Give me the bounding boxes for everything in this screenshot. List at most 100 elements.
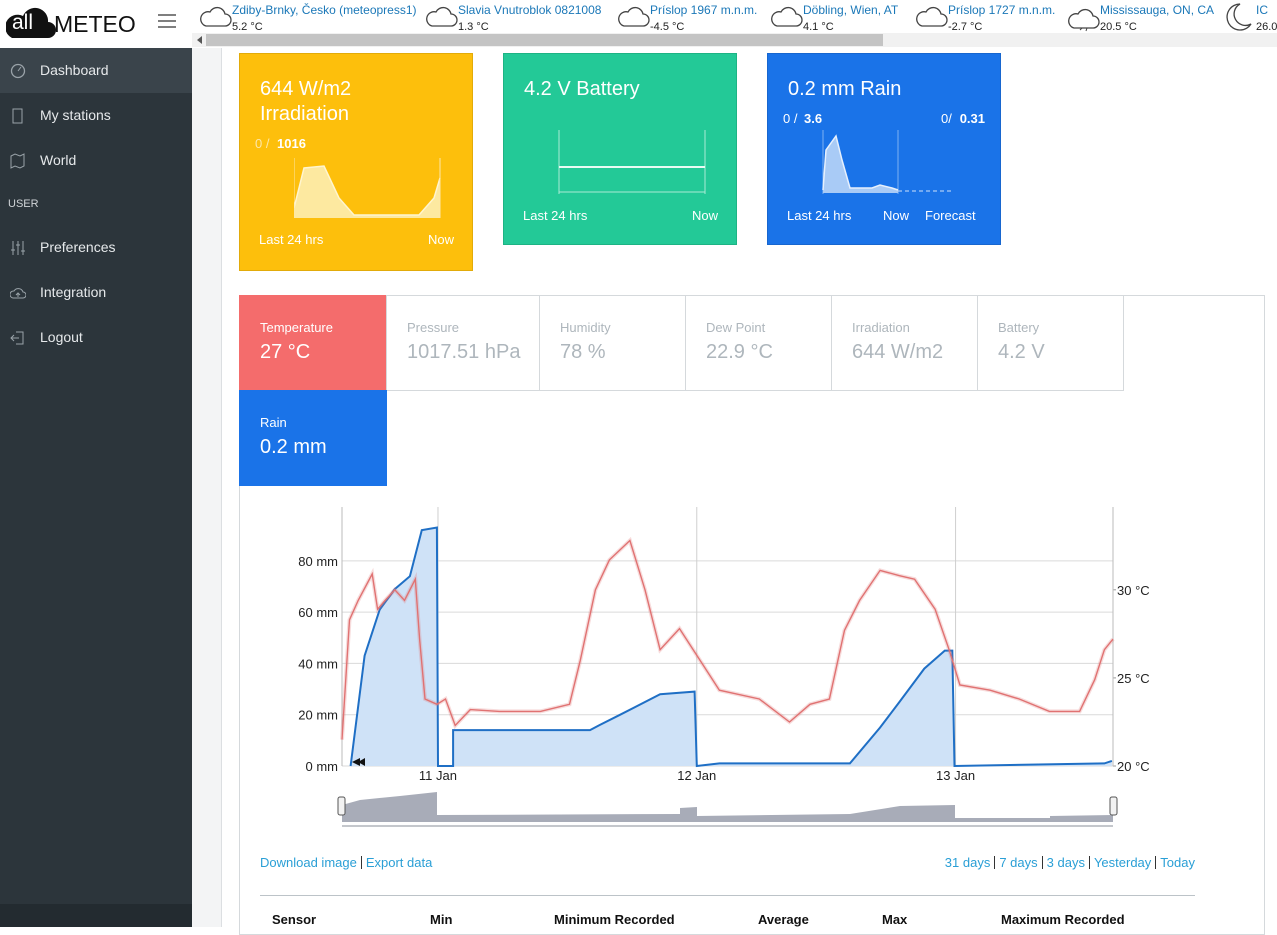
range-min: 0 /: [255, 136, 270, 151]
column-header: Minimum Recorded: [554, 912, 675, 927]
station-icon: [1066, 6, 1100, 32]
gutter: [192, 48, 222, 927]
nav-item[interactable]: My stations: [0, 93, 192, 138]
station-name[interactable]: Príslop 1727 m.n.m.: [948, 3, 1056, 17]
y-tick-label: 80 mm: [298, 554, 338, 569]
tab-value: 0.2 mm: [260, 436, 327, 458]
sparkline: [294, 158, 441, 218]
forecast-max: 0.31: [959, 111, 985, 126]
line: [341, 539, 1114, 740]
tab-value: 78 %: [560, 341, 606, 363]
tab[interactable]: Irradiation 644 W/m2: [831, 295, 978, 391]
nav-label: Preferences: [40, 239, 116, 255]
nav-item[interactable]: Logout: [0, 315, 192, 360]
tab-label: Battery: [998, 320, 1040, 335]
tab[interactable]: Humidity 78 %: [539, 295, 686, 391]
station-temp: -2.7 °C: [948, 21, 983, 33]
tab-value: 27 °C: [260, 341, 311, 363]
icon: [10, 63, 26, 79]
battery-card: 4.2 V Battery Last 24 hrs Now: [503, 53, 737, 245]
y2-tick-label: 20 °C: [1117, 759, 1150, 774]
marker: [352, 758, 365, 766]
y2-tick-label: 25 °C: [1117, 671, 1150, 686]
tab-value: 22.9 °C: [706, 341, 773, 363]
nav-item[interactable]: World: [0, 138, 192, 183]
tab[interactable]: Rain 0.2 mm: [239, 390, 387, 486]
divider: [260, 895, 1195, 896]
icon: [10, 153, 25, 169]
station-temp: -4.5 °C: [650, 21, 685, 33]
tab-value: 4.2 V: [998, 341, 1045, 363]
column-header: Max: [882, 912, 908, 927]
line: [349, 526, 1113, 768]
tab[interactable]: Battery 4.2 V: [977, 295, 1124, 391]
y-tick-label: 40 mm: [298, 656, 338, 671]
navigator-area: [342, 792, 1113, 822]
navigator-handle[interactable]: [1109, 796, 1118, 816]
card-end: Now: [427, 232, 454, 247]
link[interactable]: Download image: [260, 855, 357, 870]
nav-label: My stations: [40, 107, 111, 123]
link[interactable]: 31 days: [944, 855, 991, 870]
icon: [11, 241, 25, 255]
link[interactable]: Yesterday: [1093, 855, 1152, 870]
column-header: Average: [758, 912, 809, 927]
station-temp: 1.3 °C: [458, 21, 489, 33]
station-temp: 26.0: [1256, 21, 1277, 33]
nav-item[interactable]: Integration: [0, 270, 192, 315]
card-title: 0.2 mm Rain: [788, 78, 902, 100]
card-subtitle: Irradiation: [260, 103, 349, 125]
separator: [994, 856, 996, 869]
sparkline: [822, 130, 952, 194]
nav-item[interactable]: Preferences: [0, 225, 192, 270]
card-title: 4.2 V Battery: [524, 78, 640, 100]
column-header: Min: [430, 912, 453, 927]
rain-card: 0.2 mm Rain 0 / 3.6 0/ 0.31 Last 24 hrs …: [767, 53, 1001, 245]
card-now: Now: [883, 208, 910, 223]
tab[interactable]: Temperature 27 °C: [239, 295, 387, 391]
station-name[interactable]: Slavia Vnutroblok 0821008: [458, 3, 602, 17]
station-name[interactable]: Mississauga, ON, CA: [1100, 3, 1215, 17]
card-title: 644 W/m2: [260, 78, 352, 100]
card-start: Last 24 hrs: [259, 232, 324, 247]
nav-item[interactable]: Dashboard: [0, 48, 192, 93]
icon: [10, 331, 24, 345]
range-max: 1016: [277, 136, 306, 151]
logo-cloud: [6, 7, 56, 38]
menu-button[interactable]: [158, 13, 176, 29]
scroll-thumb[interactable]: [206, 34, 883, 46]
y-tick-label: 20 mm: [298, 708, 338, 723]
link[interactable]: 7 days: [999, 855, 1038, 870]
link[interactable]: Today: [1160, 855, 1195, 870]
column-header: Sensor: [272, 912, 317, 927]
sparkline: [558, 130, 706, 194]
nav-label: World: [40, 152, 77, 168]
separator: [1088, 856, 1090, 869]
line-halo: [340, 536, 1115, 740]
station-name[interactable]: Príslop 1967 m.n.m.: [650, 3, 758, 17]
station-temp: 4.1 °C: [803, 21, 834, 33]
link[interactable]: Export data: [365, 855, 433, 870]
tab[interactable]: Pressure 1017.51 hPa: [386, 295, 540, 391]
station-name[interactable]: Döbling, Wien, AT: [803, 3, 899, 17]
tab-label: Irradiation: [852, 320, 910, 335]
forecast-min: 0/: [941, 111, 952, 126]
station-icon: [424, 6, 458, 28]
nav-label: Integration: [40, 284, 107, 300]
card-end: Forecast: [925, 208, 976, 223]
station-icon: [616, 6, 650, 28]
link[interactable]: 3 days: [1046, 855, 1085, 870]
tab-label: Pressure: [407, 320, 460, 335]
station-name[interactable]: Zdiby-Brnky, Česko (meteopress1): [232, 3, 417, 17]
scroll-arrow[interactable]: [196, 36, 204, 44]
station-name[interactable]: IC: [1256, 3, 1268, 17]
sidebar: Dashboard My stations World USER Prefere…: [0, 48, 192, 927]
card-end: Now: [691, 208, 718, 223]
station-icon: [769, 6, 803, 28]
navigator-handle[interactable]: [337, 796, 346, 816]
tab-label: Rain: [260, 415, 287, 430]
tab[interactable]: Dew Point 22.9 °C: [685, 295, 832, 391]
icon: [12, 108, 23, 124]
area: [350, 527, 1112, 766]
